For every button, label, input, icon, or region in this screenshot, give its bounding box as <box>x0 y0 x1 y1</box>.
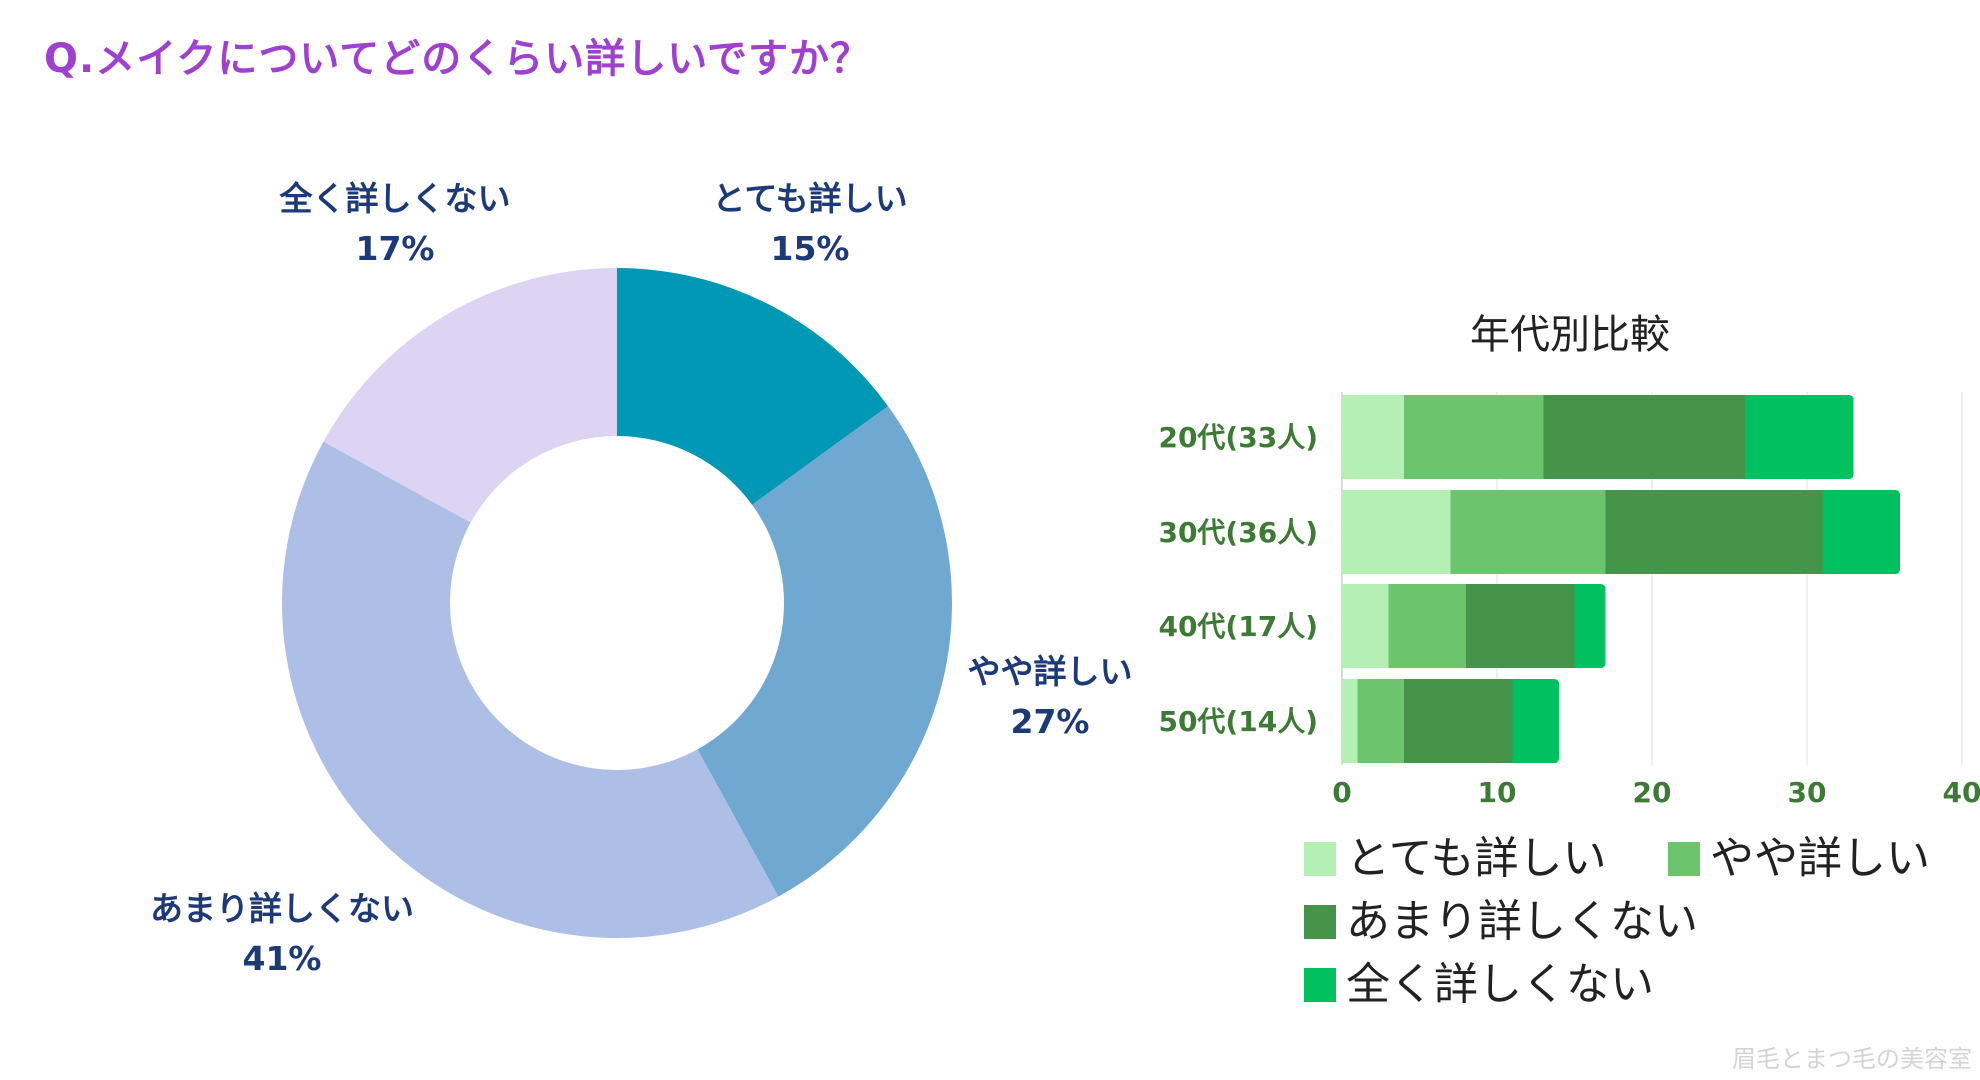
bar-segment <box>1342 584 1389 668</box>
slice-percent-label: 41% <box>243 939 322 978</box>
legend-label: あまり詳しくない <box>1346 896 1698 947</box>
bar-segment <box>1450 490 1606 574</box>
bar-segment <box>1512 679 1559 763</box>
legend-label: やや詳しい <box>1710 833 1930 884</box>
donut-slice <box>323 268 617 523</box>
slice-percent-label: 15% <box>771 229 850 268</box>
legend-swatch <box>1304 905 1336 939</box>
donut-slices <box>282 268 953 938</box>
x-tick-label: 10 <box>1478 776 1517 809</box>
bar-segment <box>1543 395 1745 479</box>
watermark: 眉毛とまつ毛の美容室 <box>1732 1045 1972 1073</box>
slice-category-label: 全く詳しくない <box>279 179 511 218</box>
bar-segment <box>1745 395 1854 479</box>
legend-swatch <box>1304 842 1336 876</box>
bar-segment <box>1388 584 1466 668</box>
bar-chart-title: 年代別比較 <box>1470 312 1670 358</box>
donut-slice <box>617 268 889 505</box>
legend-label: とても詳しい <box>1346 833 1606 884</box>
slice-category-label: やや詳しい <box>968 652 1133 691</box>
bar-x-tick-labels: 0 10 20 30 40 <box>1332 776 1980 809</box>
bar-category-label: 30代(36人) <box>1158 516 1318 549</box>
slice-category-label: とても詳しい <box>712 179 907 218</box>
bar-category-label: 40代(17人) <box>1158 610 1318 643</box>
legend-swatch <box>1668 842 1700 876</box>
slice-category-label: あまり詳しくない <box>150 889 414 928</box>
bar-segment <box>1605 490 1823 574</box>
donut-chart: とても詳しい 15% やや詳しい 27% あまり詳しくない 41% 全く詳しくない 17% <box>150 179 1133 978</box>
x-tick-label: 30 <box>1788 776 1827 809</box>
bar-segment <box>1404 679 1513 763</box>
bar-segment <box>1357 679 1404 763</box>
x-tick-label: 40 <box>1943 776 1980 809</box>
slice-percent-label: 27% <box>1011 702 1090 741</box>
page-title: Q.メイクについてどのくらい詳しいですか？ <box>44 36 871 82</box>
bar-segment <box>1404 395 1544 479</box>
bar-segment <box>1342 395 1404 479</box>
bar-segment <box>1342 490 1451 574</box>
slice-percent-label: 17% <box>356 229 435 268</box>
legend-swatch <box>1304 968 1336 1002</box>
bar-segment <box>1466 584 1575 668</box>
x-tick-label: 20 <box>1633 776 1672 809</box>
x-tick-label: 0 <box>1332 776 1351 809</box>
bar-segments <box>1342 395 1900 763</box>
donut-slice <box>697 406 953 897</box>
bar-category-labels: 20代(33人) 30代(36人) 40代(17人) 50代(14人) <box>1158 421 1318 738</box>
bar-segment <box>1342 679 1358 763</box>
bar-category-label: 50代(14人) <box>1158 705 1318 738</box>
bar-segment <box>1822 490 1900 574</box>
bar-segment <box>1574 584 1606 668</box>
donut-labels: とても詳しい 15% やや詳しい 27% あまり詳しくない 41% 全く詳しくない 17% <box>150 179 1133 978</box>
legend-label: 全く詳しくない <box>1346 959 1654 1010</box>
donut-slice <box>282 441 779 938</box>
bar-category-label: 20代(33人) <box>1158 421 1318 454</box>
